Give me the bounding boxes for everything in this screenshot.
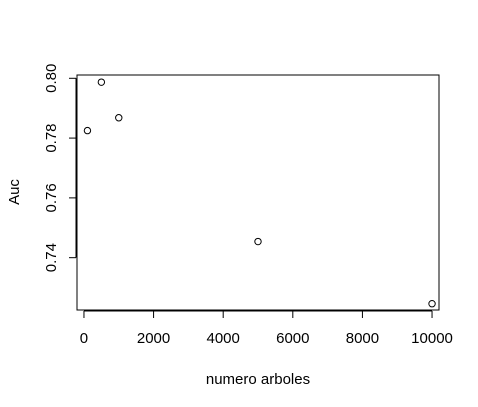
x-tick-label: 10000 xyxy=(411,330,453,347)
y-axis: 0.74 0.76 0.78 0.80 xyxy=(43,64,77,272)
x-tick-label: 6000 xyxy=(276,330,309,347)
data-point xyxy=(115,114,123,122)
y-tick-label: 0.74 xyxy=(43,243,60,272)
y-tick-label: 0.80 xyxy=(43,64,60,93)
data-point xyxy=(254,237,262,246)
data-point xyxy=(97,78,106,86)
x-tick-label: 4000 xyxy=(207,330,240,347)
x-tick-label: 0 xyxy=(80,330,88,347)
y-tick-label: 0.76 xyxy=(43,183,60,212)
x-tick-label: 2000 xyxy=(137,330,170,347)
x-tick-label: 8000 xyxy=(346,330,379,347)
x-axis: 0 2000 4000 6000 8000 10000 xyxy=(80,310,453,347)
data-point xyxy=(428,300,436,308)
x-axis-label: numero arboles xyxy=(206,371,310,388)
y-tick-label: 0.78 xyxy=(43,123,60,152)
data-point xyxy=(83,126,92,135)
data-points xyxy=(83,78,436,308)
y-axis-label: Auc xyxy=(6,179,23,205)
plot-area-border xyxy=(76,74,440,311)
